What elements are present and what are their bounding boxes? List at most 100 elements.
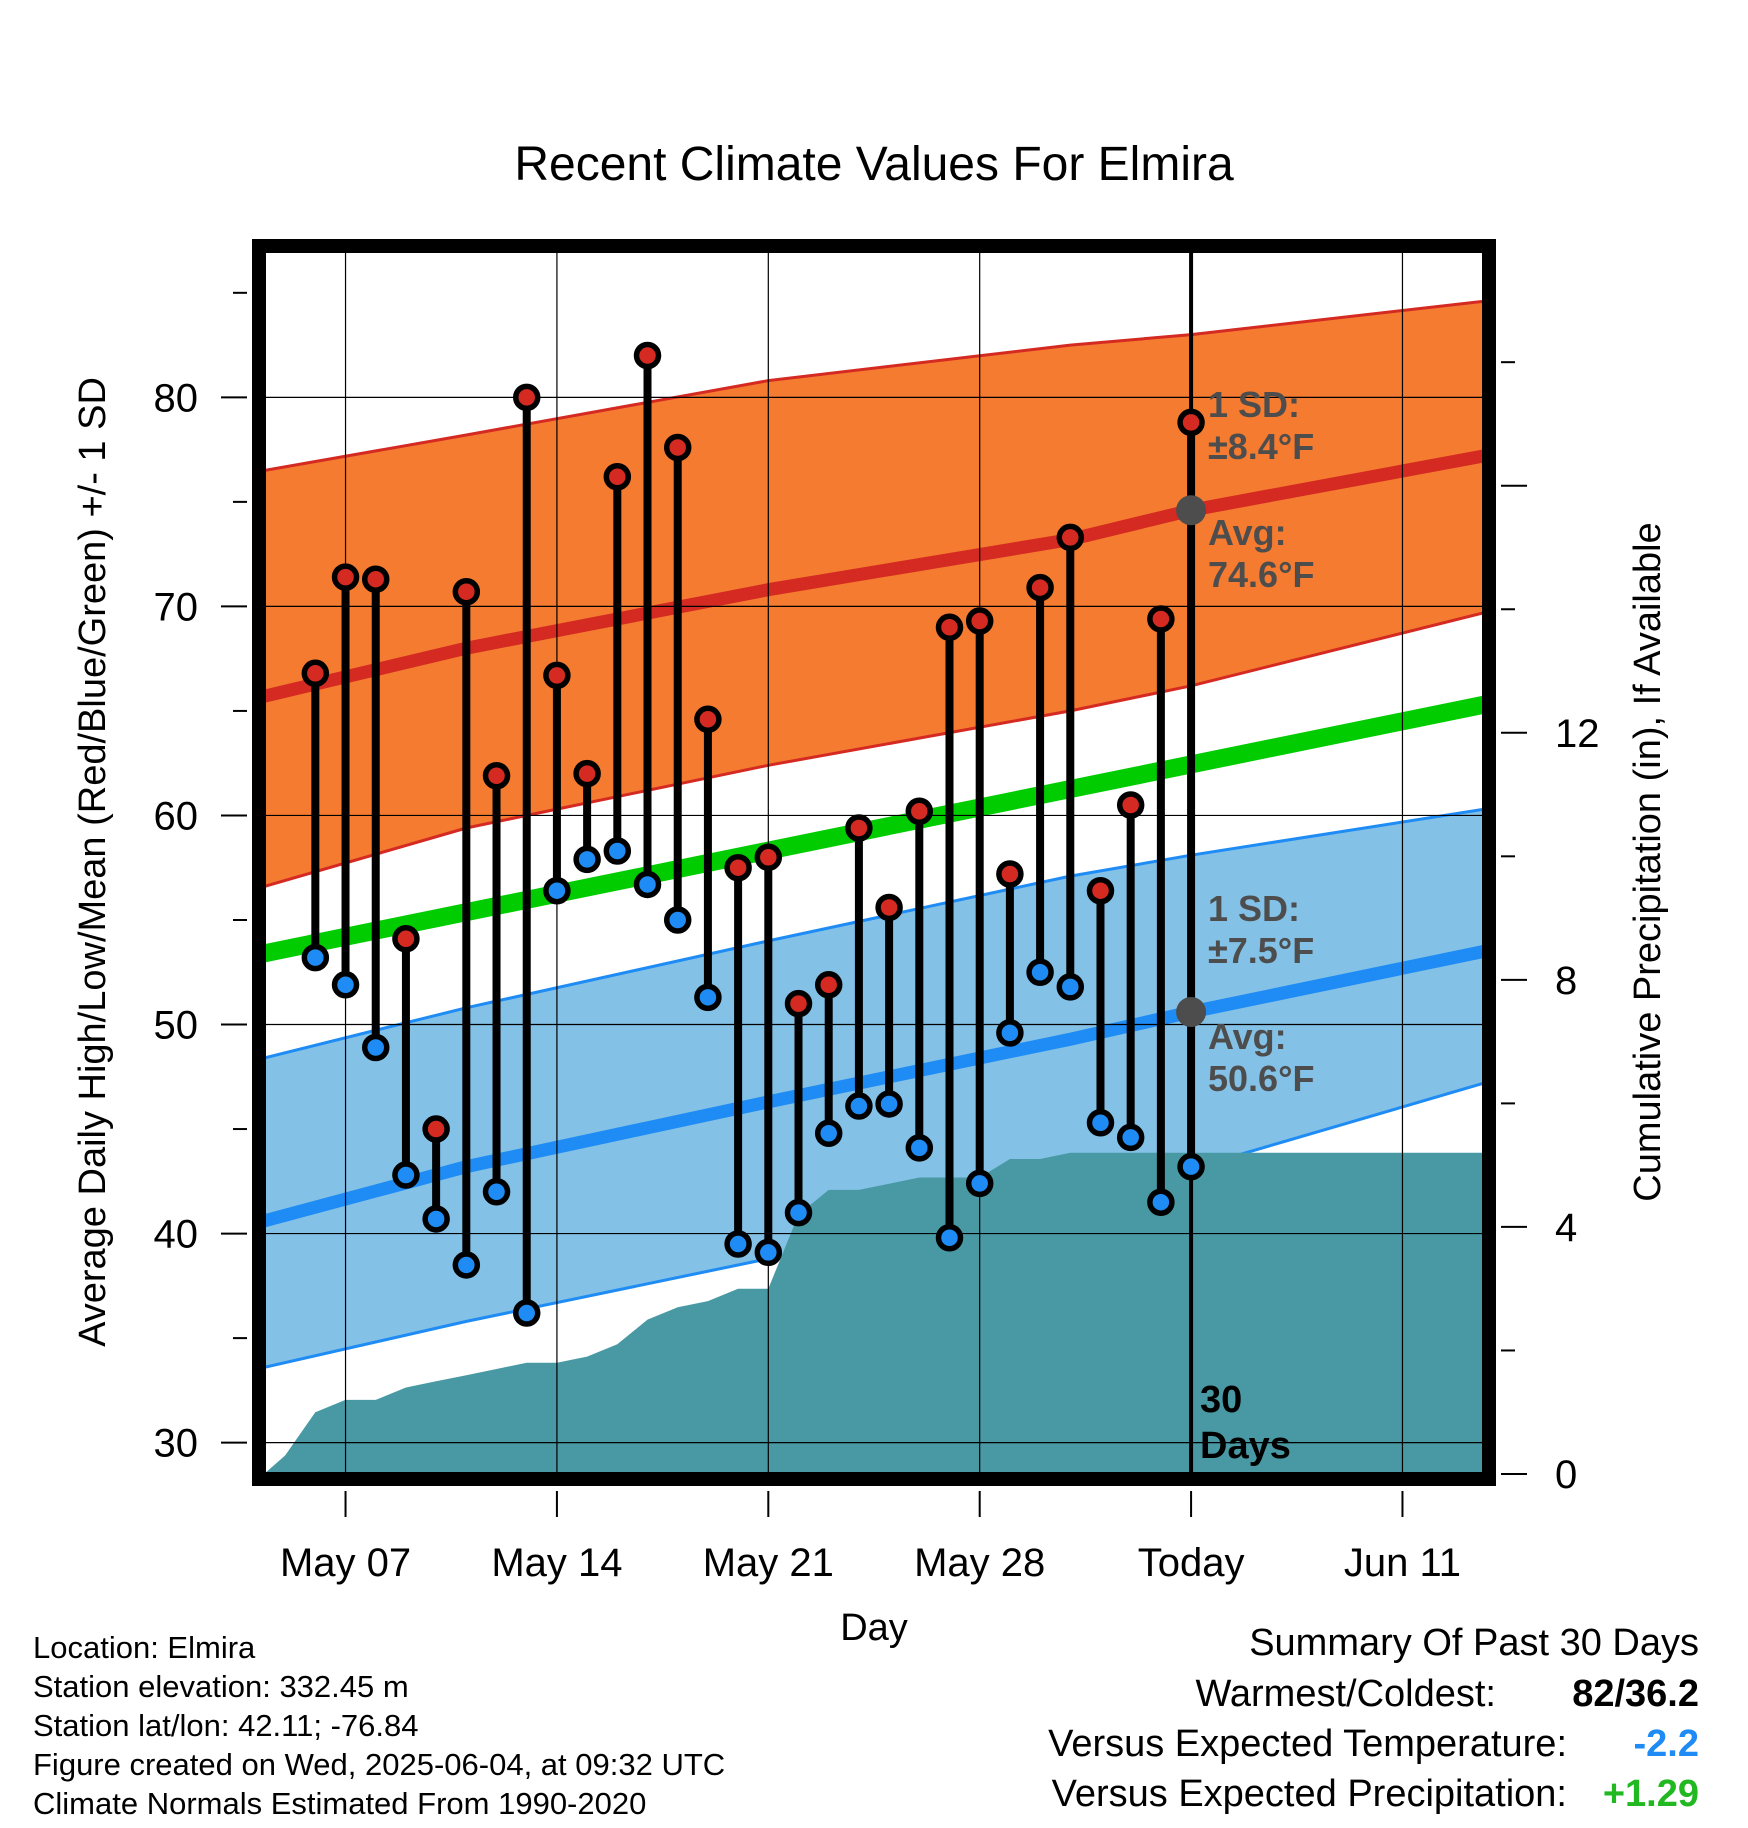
x-axis-label: Day <box>840 1607 908 1649</box>
daily-low-point <box>331 971 360 999</box>
daily-high-point <box>482 761 511 790</box>
daily-high-point <box>754 843 783 872</box>
daily-low-point <box>784 1198 813 1227</box>
daily-high-point <box>392 925 420 953</box>
warm-cold-label: Warmest/Coldest: <box>1195 1673 1496 1715</box>
y-left-tick-label: 40 <box>154 1213 199 1257</box>
low-sd-value: ±7.5°F <box>1208 930 1314 971</box>
daily-low-point <box>482 1178 511 1206</box>
normals-text: Climate Normals Estimated From 1990-2020 <box>33 1786 647 1821</box>
x-tick-label: Today <box>1138 1541 1245 1585</box>
daily-high-point <box>301 659 330 688</box>
daily-low-point <box>996 1019 1024 1047</box>
plot-area <box>264 299 1484 1474</box>
high-sd-value: ±8.4°F <box>1208 426 1314 467</box>
daily-high-point <box>331 563 360 591</box>
daily-high-point <box>1086 876 1115 905</box>
high-avg-label: Avg: <box>1208 512 1287 553</box>
daily-high-point <box>1026 573 1054 602</box>
daily-low-point <box>875 1090 903 1118</box>
daily-high-point <box>1056 523 1085 552</box>
y-axis-label-right: Cumulative Precipitation (in), If Availa… <box>1627 522 1669 1201</box>
y-left-tick-label: 60 <box>154 794 199 838</box>
low-avg-label: Avg: <box>1208 1016 1287 1057</box>
latlon-text: Station lat/lon: 42.11; -76.84 <box>33 1708 419 1743</box>
y-right-tick-label: 4 <box>1555 1206 1577 1250</box>
daily-low-point <box>1177 1152 1205 1181</box>
daily-low-point <box>452 1251 481 1279</box>
daily-low-point <box>694 983 722 1012</box>
precip-anomaly-value: +1.29 <box>1602 1773 1699 1815</box>
high-band-upper-edge <box>264 299 1484 472</box>
daily-low-point <box>845 1092 873 1120</box>
x-tick-label: May 14 <box>491 1541 622 1585</box>
x-tick-label: May 28 <box>914 1541 1045 1585</box>
low-avg-value: 50.6°F <box>1208 1058 1314 1099</box>
daily-high-point <box>724 853 752 882</box>
today-normal-low-marker <box>1176 996 1207 1027</box>
x-tick-label: May 21 <box>703 1541 834 1585</box>
daily-low-point <box>512 1299 541 1327</box>
daily-high-point <box>935 613 964 642</box>
daily-high-point <box>814 971 843 999</box>
daily-low-point <box>543 876 571 905</box>
daily-low-point <box>603 837 632 865</box>
daily-low-point <box>422 1205 450 1233</box>
x-tick-label: May 07 <box>280 1541 411 1585</box>
y-right-tick-label: 8 <box>1555 959 1577 1003</box>
high-avg-value: 74.6°F <box>1208 554 1314 595</box>
daily-low-point <box>361 1033 390 1062</box>
location-text: Location: Elmira <box>33 1630 256 1665</box>
daily-high-point <box>512 383 541 412</box>
daily-high-point <box>905 797 934 826</box>
today-normal-high-marker <box>1176 495 1207 526</box>
station-info: Location: Elmira Station elevation: 332.… <box>33 1628 725 1823</box>
daily-low-point <box>301 943 330 972</box>
daily-low-point <box>663 906 692 934</box>
y-left-tick-label: 50 <box>154 1004 199 1048</box>
daily-high-point <box>1177 408 1205 437</box>
chart-title: Recent Climate Values For Elmira <box>514 138 1234 191</box>
daily-low-point <box>965 1169 994 1198</box>
daily-low-point <box>1086 1109 1115 1137</box>
daily-high-point <box>361 565 390 593</box>
y-axis-label-left: Average Daily High/Low/Mean (Red/Blue/Gr… <box>72 377 114 1347</box>
daily-low-point <box>1026 958 1054 987</box>
plot-frame <box>252 239 1496 1486</box>
daily-high-point <box>663 433 692 462</box>
precip-label: Versus Expected Precipitation: <box>1051 1773 1567 1815</box>
daily-low-point <box>1116 1123 1145 1152</box>
daily-low-point <box>754 1238 783 1267</box>
daily-high-point <box>694 705 722 734</box>
axes: 30 40 50 60 70 80 0 4 8 12 May 07 May 14 May 21 May 2… <box>154 291 1600 1585</box>
daily-high-point <box>633 341 662 370</box>
daily-high-point <box>422 1115 450 1143</box>
daily-high-point <box>1116 791 1145 819</box>
y-right-tick-label: 0 <box>1555 1453 1577 1497</box>
daily-low-point <box>573 845 601 874</box>
daily-high-point <box>996 860 1024 888</box>
daily-high-point <box>543 661 571 690</box>
daily-high-point <box>573 759 601 788</box>
low-sd-band <box>264 809 1484 1368</box>
daily-high-point <box>603 463 632 491</box>
summary-title: Summary Of Past 30 Days <box>1249 1622 1699 1664</box>
daily-high-point <box>845 814 873 842</box>
created-text: Figure created on Wed, 2025-06-04, at 09… <box>33 1747 726 1782</box>
y-left-tick-label: 30 <box>154 1422 199 1466</box>
y-right-tick-label: 12 <box>1555 712 1600 756</box>
temp-anomaly-value: -2.2 <box>1633 1723 1699 1765</box>
daily-high-point <box>452 578 481 606</box>
daily-high-point <box>784 989 813 1018</box>
elevation-text: Station elevation: 332.45 m <box>33 1669 409 1704</box>
x-tick-label: Jun 11 <box>1344 1541 1461 1585</box>
data-marks <box>301 251 1207 1474</box>
daily-low-point <box>724 1230 752 1258</box>
y-left-tick-label: 70 <box>154 585 199 629</box>
warm-cold-value: 82/36.2 <box>1572 1673 1699 1715</box>
daily-high-point <box>1147 605 1175 633</box>
daily-high-point <box>965 607 994 635</box>
daily-low-point <box>905 1134 934 1162</box>
annotations: 1 SD: ±8.4°F Avg: 74.6°F 1 SD: ±7.5°F Av… <box>1208 384 1314 1099</box>
